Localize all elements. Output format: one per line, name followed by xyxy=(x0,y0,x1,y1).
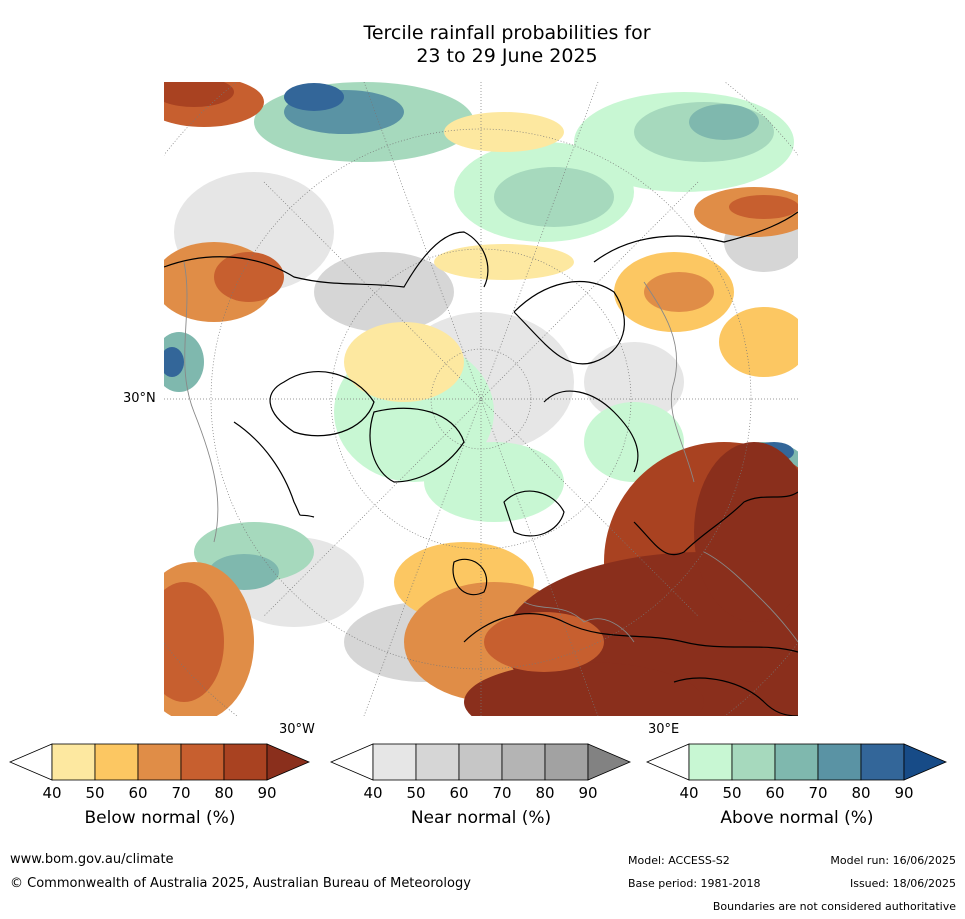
longitude-label-30e: 30°E xyxy=(648,722,680,737)
country-borders xyxy=(183,261,798,643)
colorbar-near-tick-label: 60 xyxy=(449,784,469,802)
colorbar-above-segment xyxy=(731,743,776,781)
colorbar-below-tick-label: 40 xyxy=(42,784,62,802)
latitude-label-30n: 30°N xyxy=(123,391,156,406)
colorbar-above-tick-label: 40 xyxy=(679,784,699,802)
colorbar-below-segment xyxy=(137,743,182,781)
longitude-label-30w: 30°W xyxy=(279,722,315,737)
colorbar-near-segment xyxy=(372,743,417,781)
colorbar-above-segment xyxy=(688,743,733,781)
probability-map xyxy=(164,82,798,716)
website-link[interactable]: www.bom.gov.au/climate xyxy=(10,852,174,867)
near-normal-label: Near normal (%) xyxy=(410,808,552,828)
colorbar-near-svg xyxy=(329,743,632,781)
colorbar-below-high-extension xyxy=(266,743,311,781)
colorbar-above-high-extension xyxy=(903,743,948,781)
colorbar-below-tick-label: 50 xyxy=(85,784,105,802)
model-text: Model: ACCESS-S2 xyxy=(628,854,730,867)
colorbar-below-segment xyxy=(223,743,268,781)
colorbar-below-tick-label: 70 xyxy=(171,784,191,802)
colorbar-above-tick-label: 70 xyxy=(808,784,828,802)
base-period-text: Base period: 1981-2018 xyxy=(628,877,761,890)
colorbar-below-segment xyxy=(51,743,96,781)
colorbar-near-segment xyxy=(415,743,460,781)
map-canvas xyxy=(164,82,798,716)
colorbar-above-segment xyxy=(774,743,819,781)
colorbar-above-tick-label: 50 xyxy=(722,784,742,802)
colorbar-near-segment xyxy=(544,743,589,781)
colorbar-near-tick-label: 50 xyxy=(406,784,426,802)
title-line-1: Tercile rainfall probabilities for xyxy=(363,22,651,44)
colorbar-near-segment xyxy=(458,743,503,781)
colorbar-near-high-extension xyxy=(587,743,632,781)
coastlines xyxy=(164,211,798,716)
colorbar-below-svg xyxy=(8,743,311,781)
colorbar-above-low-extension xyxy=(645,743,690,781)
colorbar-below-segment xyxy=(94,743,139,781)
colorbar-near-segment xyxy=(501,743,546,781)
colorbar-above-segment xyxy=(860,743,905,781)
colorbar-near-normal xyxy=(329,743,632,781)
colorbar-near-tick-label: 80 xyxy=(535,784,555,802)
colorbar-below-tick-label: 60 xyxy=(128,784,148,802)
colorbar-above-tick-label: 60 xyxy=(765,784,785,802)
model-run-text: Model run: 16/06/2025 xyxy=(830,854,956,867)
below-normal-regions xyxy=(164,82,798,716)
colorbar-above-tick-label: 90 xyxy=(894,784,914,802)
title-line-2: 23 to 29 June 2025 xyxy=(416,45,598,67)
colorbar-above-segment xyxy=(817,743,862,781)
colorbar-near-tick-label: 40 xyxy=(363,784,383,802)
copyright-text: © Commonwealth of Australia 2025, Austra… xyxy=(10,876,471,891)
colorbar-near-tick-label: 90 xyxy=(578,784,598,802)
colorbar-near-tick-label: 70 xyxy=(492,784,512,802)
chart-title: Tercile rainfall probabilities for 23 to… xyxy=(0,22,965,68)
above-normal-label: Above normal (%) xyxy=(720,808,874,828)
colorbar-near-low-extension xyxy=(329,743,374,781)
colorbar-below-tick-label: 80 xyxy=(214,784,234,802)
colorbar-above-tick-label: 80 xyxy=(851,784,871,802)
issued-text: Issued: 18/06/2025 xyxy=(849,877,956,890)
colorbar-below-normal xyxy=(8,743,311,781)
colorbar-above-normal xyxy=(645,743,948,781)
below-normal-label: Below normal (%) xyxy=(84,808,236,828)
colorbar-below-tick-label: 90 xyxy=(257,784,277,802)
colorbar-below-segment xyxy=(180,743,225,781)
colorbar-above-svg xyxy=(645,743,948,781)
colorbar-below-low-extension xyxy=(8,743,53,781)
disclaimer-text: Boundaries are not considered authoritat… xyxy=(712,900,956,913)
